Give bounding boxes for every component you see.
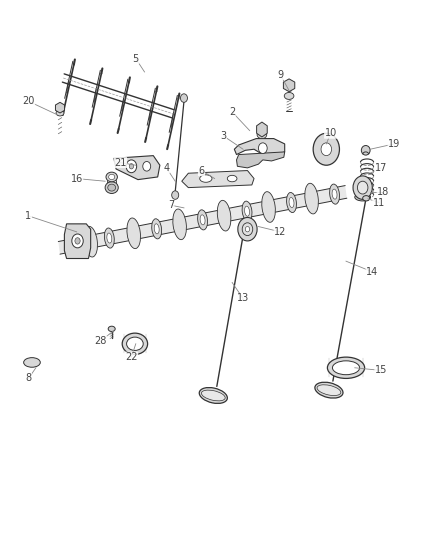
Circle shape: [143, 161, 151, 171]
Circle shape: [238, 217, 257, 241]
Text: 6: 6: [198, 166, 205, 175]
Ellipse shape: [227, 175, 237, 182]
Ellipse shape: [122, 333, 148, 354]
Ellipse shape: [107, 233, 112, 243]
Ellipse shape: [327, 357, 364, 378]
Ellipse shape: [127, 337, 143, 351]
Ellipse shape: [315, 382, 343, 398]
Text: 16: 16: [71, 174, 83, 183]
Ellipse shape: [363, 196, 370, 201]
Ellipse shape: [217, 200, 231, 231]
Circle shape: [242, 223, 253, 236]
Polygon shape: [64, 224, 91, 259]
Ellipse shape: [289, 198, 294, 207]
Text: 2: 2: [229, 107, 235, 117]
Ellipse shape: [109, 174, 115, 180]
Polygon shape: [114, 156, 160, 180]
Circle shape: [129, 164, 134, 169]
Text: 17: 17: [375, 163, 387, 173]
Ellipse shape: [201, 390, 225, 401]
Polygon shape: [234, 139, 285, 156]
Text: 15: 15: [375, 366, 387, 375]
Polygon shape: [283, 79, 295, 92]
Ellipse shape: [152, 219, 162, 239]
Circle shape: [321, 143, 332, 156]
Polygon shape: [182, 171, 254, 188]
Text: 12: 12: [274, 227, 286, 237]
Text: 28: 28: [95, 336, 107, 346]
Ellipse shape: [154, 224, 159, 234]
Polygon shape: [58, 185, 347, 254]
Ellipse shape: [105, 182, 118, 193]
Text: 10: 10: [325, 128, 337, 138]
Text: 20: 20: [22, 96, 35, 106]
Text: 19: 19: [388, 139, 400, 149]
Ellipse shape: [108, 326, 115, 332]
Circle shape: [75, 238, 80, 244]
Text: 3: 3: [220, 131, 226, 141]
Text: 8: 8: [25, 374, 32, 383]
Circle shape: [172, 191, 179, 199]
Ellipse shape: [257, 131, 267, 139]
Text: 1: 1: [25, 211, 32, 221]
Circle shape: [313, 133, 339, 165]
Polygon shape: [237, 152, 285, 168]
Circle shape: [72, 234, 83, 248]
Ellipse shape: [200, 215, 205, 225]
Text: 4: 4: [163, 163, 170, 173]
Ellipse shape: [242, 201, 252, 221]
Ellipse shape: [84, 227, 98, 257]
Circle shape: [245, 227, 250, 232]
Ellipse shape: [355, 193, 371, 201]
Text: 11: 11: [373, 198, 385, 207]
Ellipse shape: [198, 210, 208, 230]
Ellipse shape: [262, 192, 276, 222]
Ellipse shape: [56, 110, 64, 116]
Ellipse shape: [108, 184, 116, 191]
Ellipse shape: [199, 387, 227, 403]
Text: 7: 7: [168, 200, 174, 210]
Text: 9: 9: [277, 70, 283, 79]
Ellipse shape: [332, 361, 360, 375]
Ellipse shape: [330, 184, 339, 204]
Text: 18: 18: [377, 187, 389, 197]
Ellipse shape: [286, 192, 297, 213]
Ellipse shape: [200, 175, 212, 182]
Text: 22: 22: [125, 352, 138, 362]
Ellipse shape: [284, 93, 294, 100]
Polygon shape: [257, 122, 267, 137]
Ellipse shape: [173, 209, 187, 240]
Text: 5: 5: [133, 54, 139, 63]
Circle shape: [258, 143, 267, 154]
Ellipse shape: [68, 240, 73, 251]
Circle shape: [180, 94, 187, 102]
Ellipse shape: [66, 236, 75, 256]
Ellipse shape: [127, 218, 141, 248]
Ellipse shape: [317, 385, 341, 395]
Text: 13: 13: [237, 294, 249, 303]
Text: 21: 21: [114, 158, 127, 167]
Polygon shape: [56, 102, 64, 113]
Circle shape: [126, 160, 137, 173]
Circle shape: [357, 181, 368, 194]
Ellipse shape: [332, 189, 337, 199]
Circle shape: [353, 176, 372, 199]
Ellipse shape: [104, 228, 114, 248]
Ellipse shape: [361, 146, 370, 155]
Ellipse shape: [24, 358, 40, 367]
Text: 14: 14: [366, 267, 378, 277]
Ellipse shape: [305, 183, 318, 214]
Ellipse shape: [106, 172, 117, 182]
Ellipse shape: [244, 206, 250, 216]
